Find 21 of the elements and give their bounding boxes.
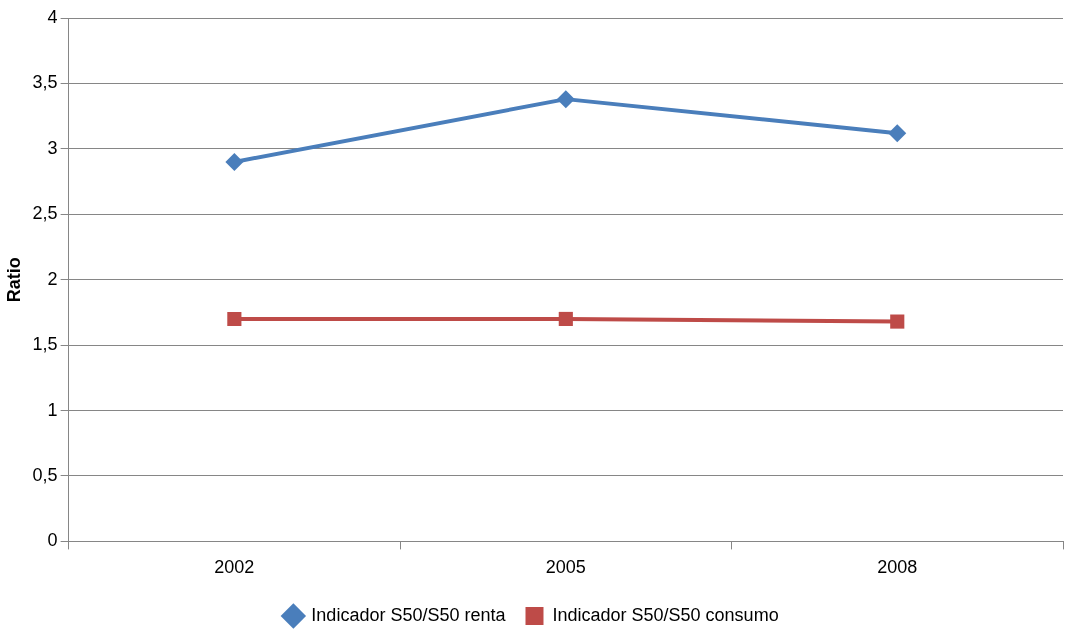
y-tick-label: 4 (47, 6, 58, 27)
point (225, 152, 244, 171)
point (888, 124, 907, 143)
legend-label: Indicador S50/S50 consumo (552, 604, 779, 625)
y-tick-label: 0 (47, 530, 58, 551)
point (227, 311, 242, 327)
point (556, 90, 575, 109)
point (890, 314, 905, 329)
legend-label: Indicador S50/S50 renta (311, 604, 507, 625)
y-tick-label: 1,5 (32, 334, 58, 355)
y-tick-label: 3 (47, 137, 58, 158)
y-tick-label: 2,5 (32, 203, 58, 224)
x-tick-label: 2005 (545, 557, 586, 578)
x-tick-label: 2002 (214, 557, 255, 578)
y-tick-label: 3,5 (32, 72, 58, 93)
x-tick-label: 2008 (877, 557, 918, 578)
y-tick-label: 2 (47, 268, 58, 289)
y-tick-label: 0,5 (32, 464, 58, 485)
y-axis-title: Ratio (3, 257, 24, 303)
y-tick-label: 1 (47, 399, 58, 420)
point (558, 311, 573, 327)
